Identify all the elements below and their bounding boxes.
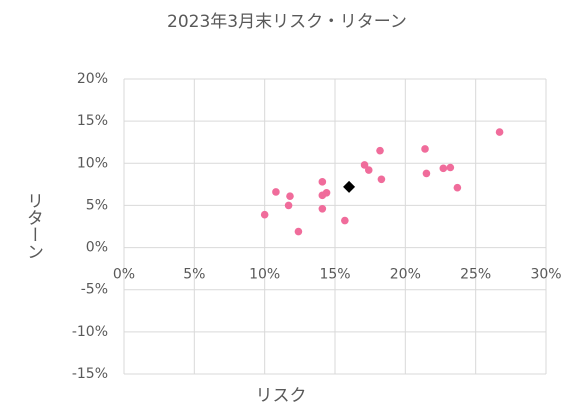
y-tick-label: 15% [77, 113, 108, 129]
x-tick-label: 25% [460, 267, 491, 283]
point [294, 227, 303, 236]
point [364, 166, 373, 174]
y-tick-label: 5% [86, 197, 108, 213]
x-tick-label: 15% [319, 267, 350, 283]
point [376, 146, 384, 155]
x-tick-label: 0% [113, 267, 135, 283]
point [260, 210, 269, 219]
point [322, 188, 331, 197]
point [318, 205, 327, 213]
point [377, 175, 386, 184]
point [453, 183, 462, 192]
x-tick-label: 30% [530, 267, 561, 283]
point [318, 178, 327, 186]
y-tick-label: 20% [77, 71, 108, 87]
y-tick-label: -10% [72, 324, 108, 340]
point [439, 164, 448, 173]
y-tick-label: -5% [81, 282, 108, 298]
point [341, 216, 349, 225]
point [272, 188, 280, 196]
y-axis-label: リターン [23, 192, 43, 260]
point [446, 163, 455, 172]
point [343, 180, 356, 193]
y-tick-label: 10% [77, 155, 108, 171]
y-tick-label: -15% [72, 366, 108, 382]
x-tick-label: 20% [390, 267, 421, 283]
x-tick-label: 5% [183, 267, 205, 283]
x-axis-label: リスク [256, 386, 307, 406]
point [360, 161, 369, 169]
chart-title: 2023年3月末リスク・リターン [167, 12, 407, 32]
y-tick-label: 0% [86, 240, 108, 256]
x-tick-label: 10% [249, 267, 280, 283]
point [421, 145, 429, 153]
point [286, 192, 294, 200]
point [495, 128, 504, 136]
point [422, 169, 431, 178]
point [284, 201, 293, 210]
